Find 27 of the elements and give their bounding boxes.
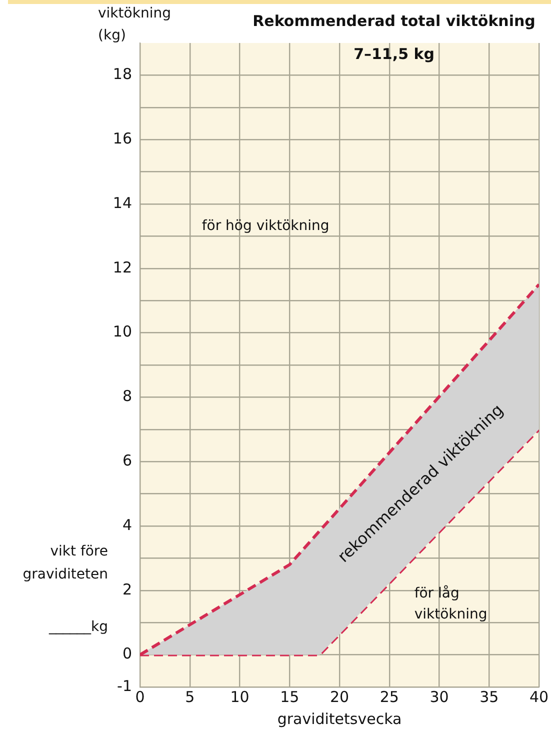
text: vikt före graviditeten [22,543,108,582]
y-axis-title: viktökning (kg) [98,6,171,44]
y-tick-label: 10 [112,322,132,341]
y-tick-label: 0 [122,644,132,663]
y-tick-label: -1 [117,676,132,695]
x-tick-label: 0 [135,688,145,706]
x-tick-label: 5 [185,688,195,706]
x-tick-label: 25 [380,688,399,706]
x-axis-title: graviditetsvecka [277,710,402,728]
x-tick-label: 20 [330,688,350,706]
x-tick-label: 15 [280,688,300,706]
y-tick-label: 2 [122,580,132,598]
y-tick-label: 18 [112,65,132,84]
annotation: för låg viktökning [414,584,488,622]
annotation: för hög viktökning [202,218,330,234]
x-tick-label: 40 [529,688,549,706]
chart-title: Rekommenderad total viktökning 7–11,5 kg [252,12,536,63]
y-tick-label: 6 [122,451,132,470]
x-tick-label: 10 [230,688,250,706]
x-tick-label: 30 [430,688,449,706]
text: ______kg [48,619,108,636]
y-tick-label: 8 [122,387,132,406]
y-tick-label: 4 [122,516,132,534]
y-tick-label: 14 [112,194,132,212]
x-tick-label: 35 [480,688,499,706]
y-tick-label: 12 [112,258,132,276]
y-tick-label: 16 [112,129,132,148]
